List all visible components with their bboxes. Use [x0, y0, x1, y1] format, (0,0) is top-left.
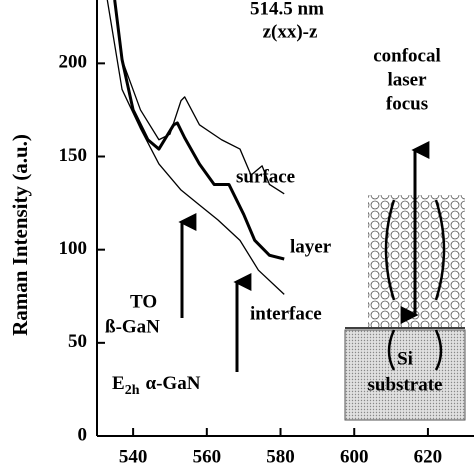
- focus-curve: [434, 199, 446, 301]
- series-label: layer: [290, 236, 332, 257]
- x-tick-label: 560: [193, 446, 222, 467]
- y-tick-label: 150: [59, 145, 88, 166]
- series-label: surface: [236, 166, 295, 187]
- annotation-part: E: [112, 373, 125, 394]
- focus-curve: [434, 329, 443, 371]
- annotation-part: α-GaN: [145, 373, 200, 394]
- annotation-part: 2h: [125, 383, 140, 398]
- annotation: 514.5 nm: [250, 0, 324, 19]
- annotation: substrate: [368, 374, 443, 395]
- annotation: E2h α-GaN: [112, 373, 201, 398]
- si-block: [344, 329, 466, 421]
- focus-curve: [384, 199, 396, 301]
- annotation: z(xx)-z: [263, 21, 318, 42]
- layer-diagram: [344, 141, 466, 421]
- series-line: [106, 0, 285, 295]
- x-tick-label: 620: [414, 446, 443, 467]
- plot-area: [106, 0, 285, 295]
- annotation: laser: [387, 69, 427, 90]
- x-tick-label: 600: [340, 446, 369, 467]
- x-tick-label: 580: [266, 446, 295, 467]
- y-tick-label: 0: [78, 424, 88, 445]
- annotation: confocal: [373, 45, 441, 66]
- annotation: Si: [397, 348, 413, 369]
- series-line: [114, 0, 285, 195]
- annotation: focus: [386, 93, 428, 114]
- y-tick-label: 200: [59, 52, 88, 73]
- y-tick-label: 100: [59, 238, 88, 259]
- annotation: ß-GaN: [105, 316, 160, 337]
- y-tick-label: 50: [68, 331, 87, 352]
- y-axis-label: Raman Intensity (a.u.): [8, 134, 32, 336]
- focus-curve: [387, 329, 396, 371]
- annotation: TO: [130, 291, 157, 312]
- series-label: interface: [250, 303, 322, 324]
- series-line: [113, 0, 285, 261]
- x-tick-label: 540: [119, 446, 148, 467]
